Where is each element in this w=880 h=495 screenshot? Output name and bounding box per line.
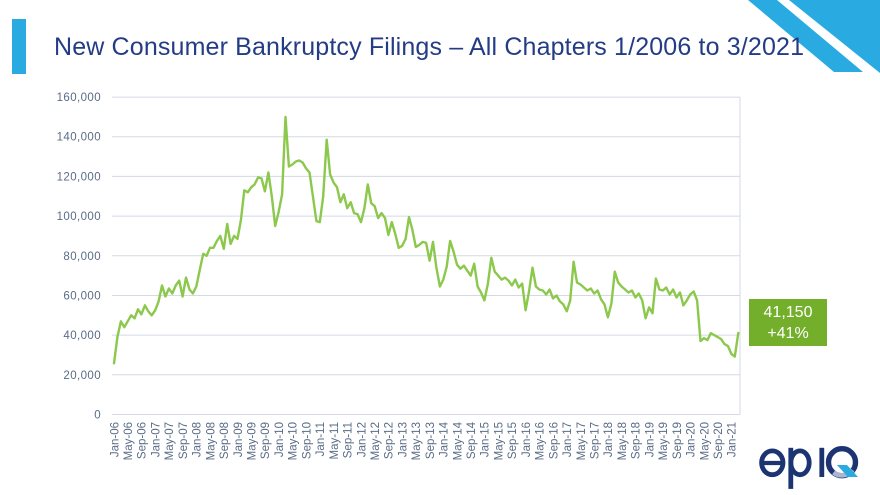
svg-text:May-12: May-12 [370, 422, 382, 460]
svg-text:Sep-16: Sep-16 [548, 422, 560, 459]
svg-text:Sep-10: Sep-10 [301, 422, 313, 459]
svg-text:May-10: May-10 [288, 422, 300, 460]
svg-text:60,000: 60,000 [63, 291, 101, 303]
svg-text:Jan-12: Jan-12 [356, 422, 368, 457]
svg-text:Sep-19: Sep-19 [672, 422, 684, 459]
svg-text:May-13: May-13 [411, 422, 423, 460]
svg-text:May-08: May-08 [205, 422, 217, 460]
svg-text:May-09: May-09 [247, 422, 259, 460]
svg-text:80,000: 80,000 [63, 251, 101, 263]
svg-text:Sep-17: Sep-17 [590, 422, 602, 459]
svg-text:May-20: May-20 [699, 422, 711, 460]
svg-text:May-07: May-07 [164, 422, 176, 460]
svg-text:Jan-14: Jan-14 [439, 421, 451, 457]
svg-text:Jan-20: Jan-20 [686, 422, 698, 457]
svg-text:May-15: May-15 [494, 422, 506, 460]
svg-text:May-11: May-11 [329, 422, 341, 460]
svg-text:40,000: 40,000 [63, 330, 101, 342]
svg-text:Sep-09: Sep-09 [260, 422, 272, 459]
svg-text:Sep-18: Sep-18 [631, 422, 643, 459]
svg-text:Jan-08: Jan-08 [192, 422, 204, 457]
svg-text:Jan-21: Jan-21 [727, 422, 739, 457]
svg-text:+41%: +41% [767, 325, 808, 342]
svg-text:May-06: May-06 [123, 422, 135, 460]
svg-text:41,150: 41,150 [764, 304, 813, 321]
svg-text:May-16: May-16 [535, 422, 547, 460]
svg-text:140,000: 140,000 [57, 132, 101, 144]
svg-text:100,000: 100,000 [57, 211, 101, 223]
svg-text:Sep-14: Sep-14 [466, 421, 478, 459]
svg-text:May-18: May-18 [617, 422, 629, 460]
svg-text:Jan-07: Jan-07 [151, 422, 163, 457]
svg-text:0: 0 [94, 410, 101, 422]
svg-text:Sep-20: Sep-20 [713, 422, 725, 459]
svg-text:120,000: 120,000 [57, 171, 101, 183]
svg-text:Jan-15: Jan-15 [480, 422, 492, 457]
svg-text:160,000: 160,000 [57, 92, 101, 104]
svg-text:May-19: May-19 [658, 422, 670, 460]
svg-text:Jan-16: Jan-16 [521, 422, 533, 457]
svg-text:Sep-08: Sep-08 [219, 422, 231, 459]
svg-text:Jan-09: Jan-09 [233, 422, 245, 457]
svg-text:Jan-11: Jan-11 [315, 422, 327, 456]
svg-text:Jan-13: Jan-13 [397, 422, 409, 457]
svg-text:Jan-17: Jan-17 [562, 422, 574, 457]
svg-text:May-17: May-17 [576, 422, 588, 460]
svg-text:Jan-10: Jan-10 [274, 422, 286, 457]
svg-text:20,000: 20,000 [63, 370, 101, 382]
svg-text:Sep-07: Sep-07 [178, 422, 190, 459]
svg-text:Sep-15: Sep-15 [507, 422, 519, 459]
svg-text:Jan-19: Jan-19 [644, 422, 656, 457]
svg-text:Jan-18: Jan-18 [603, 422, 615, 457]
svg-text:Jan-06: Jan-06 [109, 422, 121, 457]
svg-text:Sep-12: Sep-12 [384, 422, 396, 459]
svg-text:Sep-11: Sep-11 [343, 422, 355, 458]
svg-text:May-14: May-14 [452, 421, 464, 460]
svg-text:Sep-06: Sep-06 [137, 422, 149, 459]
svg-text:Sep-13: Sep-13 [425, 422, 437, 459]
